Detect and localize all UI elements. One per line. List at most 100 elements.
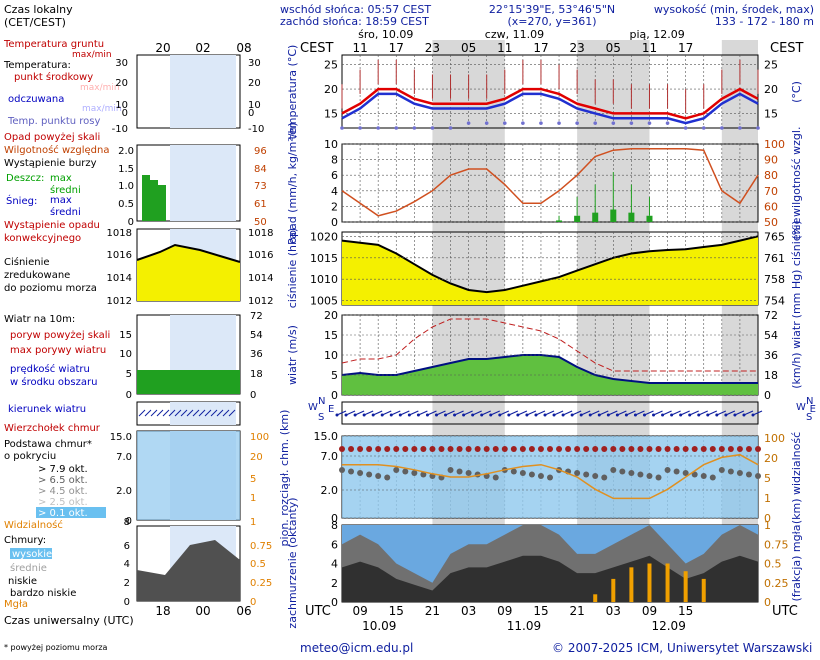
cloud-top-point [673,446,680,452]
cloud-top-point [465,446,472,452]
legend-vis-tick: 100 [250,432,269,443]
wind-arrow-head [588,413,592,417]
legend-dew: Temp. punktu rosy [7,116,100,127]
cloud-top-point [700,446,707,452]
legend-pressure-tick: 1016 [107,250,132,261]
temp-tick: 15 [324,107,338,120]
fog-bar [611,578,616,602]
panel-frame-precip [341,143,759,223]
cloud-base-point [366,471,373,478]
cloud-top-point [628,446,635,452]
wind-arrow [734,410,745,416]
dew-point [448,126,453,130]
legend-felt: odczuwana [8,94,64,105]
legend-humidity-tick: 96 [254,146,267,157]
compass-n: N [318,396,325,407]
humidity-tick: 80 [764,169,778,182]
cloud-top-point [492,446,499,452]
wind-arrow [436,410,446,416]
cloud-base-point [528,471,535,478]
legend-kmh-tick: 72 [250,311,263,322]
compass-s-right: S [806,412,812,423]
legend-temp-tick: 30 [115,58,128,69]
cest-tick: 11 [497,41,512,55]
cloud-base-point [673,468,680,475]
fog-bar [665,563,670,602]
legend-o01: > 0.1 okt. [38,508,88,519]
compass-n-right: N [806,396,813,407]
cloud-tick: 6 [331,538,338,551]
legend-precip-tick: 0.5 [118,199,134,210]
wind-arrow-head [615,413,619,417]
wind-arrow [409,410,419,416]
fog-tick: 1 [764,519,771,532]
dew-point [484,121,489,125]
grid-text: (x=270, y=361) [507,15,596,28]
wind-arrow-head [570,413,574,417]
wind-arrow [743,410,754,416]
legend-wind-arrow [174,409,182,417]
cloud-base-point [456,468,463,475]
wind-arrow-head [534,413,538,417]
cloud-base-point [348,468,355,475]
wind-arrow-head [715,413,719,417]
cloud-top-point [402,446,409,452]
cloud-base-point [393,467,400,473]
cest-tick: 11 [642,41,657,55]
utc-tick: 21 [569,604,584,618]
cloud-top-point [528,446,535,452]
legend-wind-arrow [216,409,224,417]
humidity-tick: 90 [764,154,778,167]
precip-tick: 0 [331,216,338,229]
cloudvis-ylabel: pion. rozciągł. chm. (km) [278,410,291,547]
sunset-text: zachód słońca: 18:59 CEST [280,15,429,28]
legend-pressure-tick-r: 1012 [248,296,273,307]
legend-vis-tick: 1 [250,493,256,504]
cloud-top-point [357,446,364,452]
local-time-sub: (CET/CEST) [4,16,66,29]
cest-tick: 17 [533,41,548,55]
visibility-tick: 100 [764,432,785,445]
legend-wind-arrow [150,409,158,417]
wind-arrow [725,410,736,416]
wind-arrow-head [498,413,502,417]
wind-arrow [571,410,582,416]
cloud-top-point [483,446,490,452]
utc-time-label: Czas uniwersalny (UTC) [4,614,134,627]
cloud-top-point [592,446,599,452]
cloud-tick: 8 [331,519,338,532]
dew-point [683,126,688,130]
day-label-bottom: 11.09 [507,619,541,633]
dew-point [521,121,525,125]
legend-temp-tick: 0 [122,108,128,119]
legend-night [170,55,236,128]
legend-cloud-tick: 8 [124,517,130,528]
fog-bar [629,567,634,602]
day-label-top: śro, 10.09 [358,28,413,41]
pressure-rlabel: (mm Hg) ciśnienie [790,217,803,318]
legend-wind-title: Wiatr na 10m: [4,314,75,325]
legend-local-tick: 02 [195,41,210,55]
precip-tick: 2 [331,200,338,213]
fog-tick: 0.75 [764,538,789,551]
cloud-top-point [438,446,445,452]
cloud-top-point [574,446,581,452]
legend-wind-fill [137,370,240,394]
legend-pressure-tick-r: 1014 [248,273,273,284]
wind-arrow-head [724,413,728,417]
legend-o65: > 6.5 okt. [38,475,88,486]
dew-point [720,126,724,130]
legend-humidity-tick: 73 [254,181,267,192]
cloud-top-point [610,446,617,452]
cest-tick: 17 [678,41,693,55]
wind-arrow-head [344,413,348,417]
cloud-base-point [519,470,526,476]
temp-ylabel: temperatura (°C) [286,45,299,140]
wind-arrow [689,410,699,416]
legend-wind-tick: 15 [119,330,132,341]
legend-temp-mid: punkt środkowy [14,71,93,83]
legend-temp-tick: 10 [115,100,128,111]
cloud-base-point [574,470,581,476]
legend-cloud-tick: 2 [124,578,130,589]
